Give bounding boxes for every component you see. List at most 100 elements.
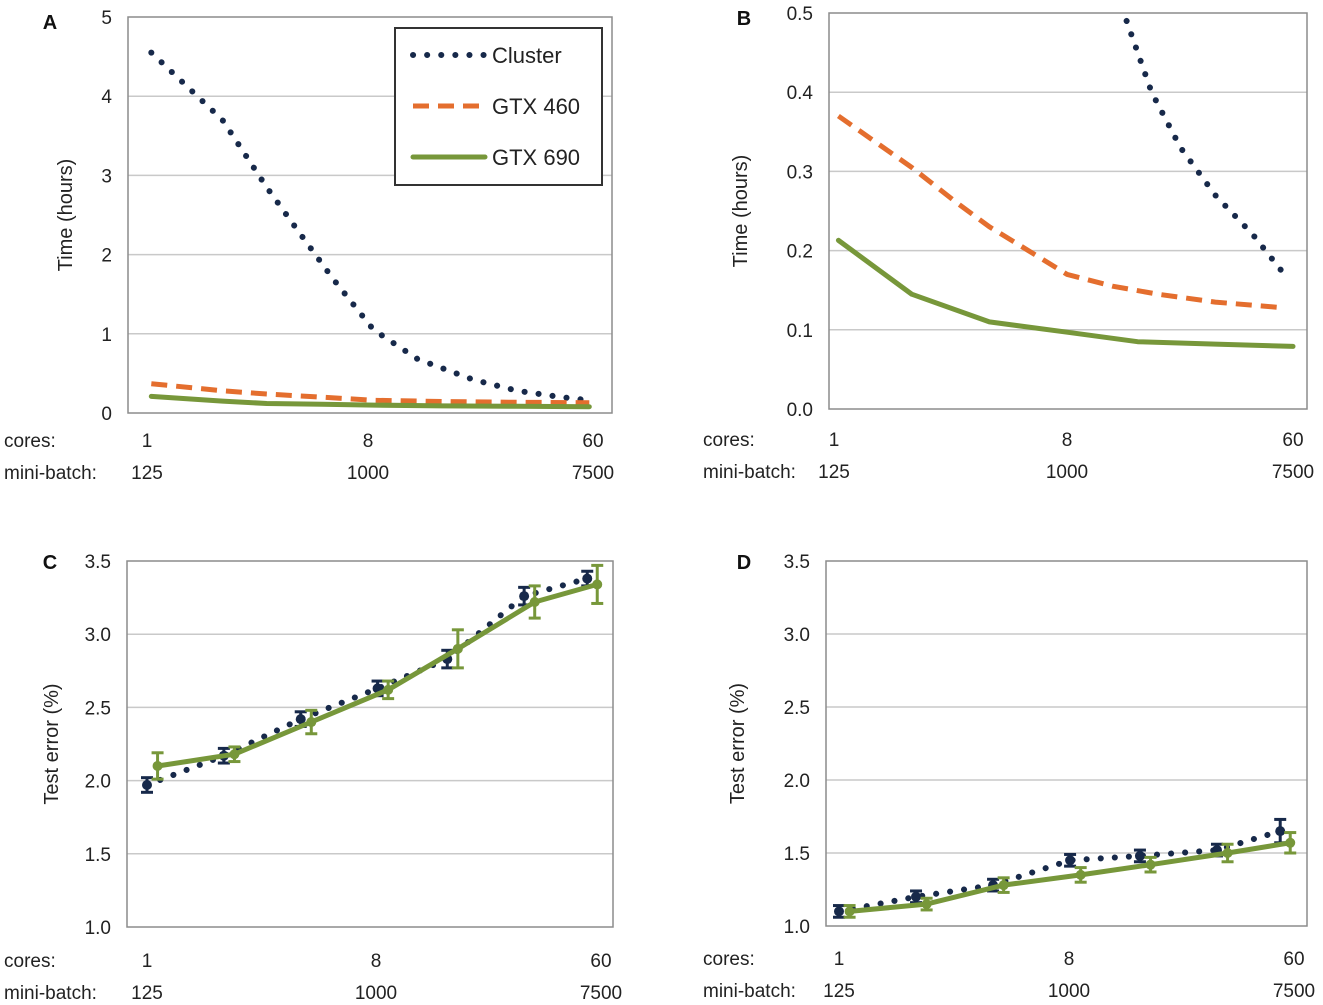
data-point-cluster [1134,850,1145,861]
series-line-gtx-690 [155,581,600,769]
x-row-label: cores: [703,430,755,451]
data-point-gtx-690 [844,906,855,917]
y-axis-title: Time (hours) [730,155,752,268]
y-axis-title: Time (hours) [55,159,77,272]
panel-letter: C [43,552,57,574]
data-point-gtx-690 [529,596,540,607]
data-point-gtx-690 [452,643,463,654]
data-point-cluster [519,591,530,602]
panel-letter: B [737,8,751,30]
x-tick-label: 1000 [355,983,397,1004]
y-tick-label: 0.3 [787,162,813,183]
y-tick-label: 0.2 [787,242,813,263]
y-tick-label: 1.0 [784,917,810,938]
x-row-label: mini-batch: [4,983,97,1004]
y-tick-label: 4 [101,87,112,108]
x-tick-label: 125 [823,981,855,1002]
x-row-label: mini-batch: [4,463,97,484]
y-tick-label: 5 [101,8,112,29]
x-tick-label: 8 [363,431,374,452]
plot-frame [126,560,614,928]
series-line-gtx-690 [148,393,592,410]
y-tick-label: 0.4 [787,83,814,104]
y-tick-label: 2 [101,246,112,267]
data-point-cluster [1275,826,1286,837]
legend-entry-gtx-690: GTX 690 [410,145,580,170]
legend-label: GTX 460 [492,94,580,119]
x-tick-label: 60 [582,431,603,452]
x-tick-label: 7500 [580,983,622,1004]
x-tick-label: 1 [834,949,845,970]
plot-frame [127,16,613,414]
legend-entry-cluster: Cluster [410,43,562,68]
y-tick-label: 0.1 [787,321,813,342]
y-tick-label: 0.5 [787,4,813,25]
x-tick-label: 125 [818,462,850,483]
series-line-gtx-460 [836,113,1282,311]
y-tick-label: 2.5 [784,698,810,719]
x-tick-label: 7500 [1272,462,1314,483]
plot-frame [825,560,1308,927]
y-tick-label: 0 [101,404,112,425]
panel-a: 0 1 2 3 4 5 A Time (hours) cores: 1 8 60 mini-batch:… [4,8,614,484]
data-point-gtx-690 [998,880,1009,891]
legend: Cluster GTX 460 GTX 690 [394,27,603,186]
data-point-gtx-690 [921,899,932,910]
data-point-cluster [1065,855,1076,866]
x-tick-label: 1 [829,430,840,451]
x-tick-label: 7500 [572,463,614,484]
legend-label: GTX 690 [492,145,580,170]
y-tick-label: 1.0 [85,918,111,939]
x-tick-label: 1000 [1048,981,1090,1002]
y-tick-label: 0.0 [787,400,813,421]
data-point-gtx-690 [383,684,394,695]
data-point-cluster [142,779,152,790]
y-axis-title: Test error (%) [41,683,63,804]
x-row-label: mini-batch: [703,462,796,483]
series-line-cluster [1123,17,1285,274]
panel-letter: D [737,552,751,574]
y-tick-label: 1.5 [85,845,111,866]
data-point-cluster [911,891,922,902]
data-point-gtx-690 [592,579,603,590]
data-point-gtx-690 [229,749,240,760]
data-point-gtx-690 [152,760,163,771]
data-point-gtx-690 [1145,859,1156,870]
data-point-gtx-690 [1222,848,1233,858]
x-tick-label: 1000 [1046,462,1088,483]
x-tick-label: 8 [1062,430,1073,451]
y-tick-label: 3.5 [784,552,810,573]
y-tick-label: 3.0 [784,625,810,646]
panel-b: 0.0 0.1 0.2 0.3 0.4 0.5 B Time (hours) cores: 1 8 6… [703,4,1314,483]
legend-label: Cluster [492,43,562,68]
legend-entry-gtx-460: GTX 460 [413,94,580,119]
x-tick-label: 60 [590,951,611,972]
y-tick-label: 1.5 [784,844,810,865]
series-line-gtx-460 [151,381,590,406]
x-tick-label: 8 [1064,949,1075,970]
panel-d: 1.0 1.5 2.0 2.5 3.0 3.5 D Test error (%) cores: 1… [703,552,1315,1002]
x-tick-label: 1 [142,431,153,452]
y-tick-label: 1 [101,325,112,346]
data-point-gtx-690 [1285,837,1296,848]
x-row-label: cores: [703,949,755,970]
y-tick-label: 3.0 [85,625,111,646]
x-tick-label: 60 [1283,949,1304,970]
y-tick-label: 3 [101,166,112,187]
plot-frame [828,12,1308,410]
series-line-gtx-690 [835,237,1296,349]
panel-letter: A [43,12,57,34]
data-point-cluster [582,573,593,584]
x-tick-label: 1000 [347,463,389,484]
y-tick-label: 2.5 [85,698,111,719]
data-point-cluster [834,906,844,917]
x-tick-label: 125 [131,983,163,1004]
x-tick-label: 1 [142,951,153,972]
x-tick-label: 125 [131,463,163,484]
y-axis-title: Test error (%) [727,683,749,804]
x-row-label: cores: [4,431,56,452]
x-tick-label: 60 [1282,430,1303,451]
y-tick-label: 2.0 [85,772,111,793]
panel-c: 1.0 1.5 2.0 2.5 3.0 3.5 C Test error (%) cores: 1… [4,552,622,1004]
